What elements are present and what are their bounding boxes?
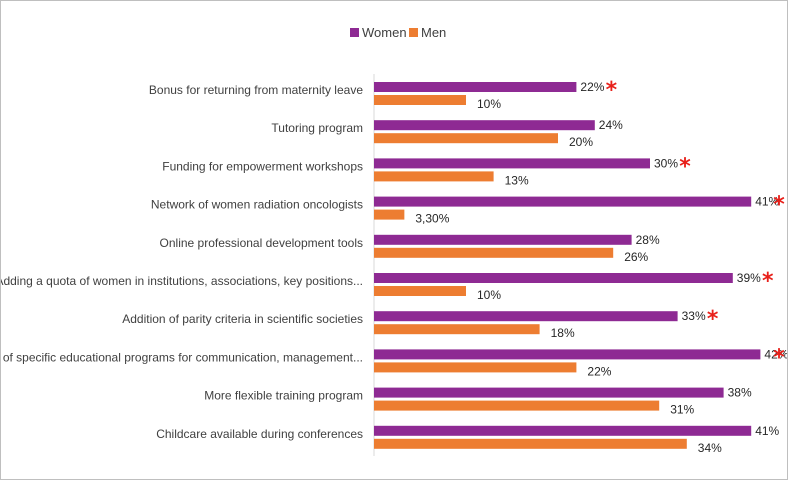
value-label-men: 10% — [477, 288, 501, 302]
value-label-men: 31% — [670, 403, 694, 417]
bar-men — [374, 286, 466, 296]
value-label-women: 42% — [764, 347, 787, 361]
value-label-men: 34% — [698, 441, 722, 455]
bar-women — [374, 425, 752, 436]
category-label: Addition of parity criteria in scientifi… — [122, 312, 363, 326]
legend-men-label: Men — [421, 25, 446, 40]
value-label-women: 41% — [755, 424, 779, 438]
bar-women — [374, 349, 761, 360]
category-label: Funding for empowerment workshops — [162, 159, 363, 173]
bar-women — [374, 311, 678, 322]
category-label: Adding a quota of women in institutions,… — [1, 274, 363, 288]
bar-women — [374, 387, 724, 398]
value-label-men: 13% — [505, 173, 529, 187]
value-label-men: 26% — [624, 250, 648, 264]
category-label: Tutoring program — [271, 121, 363, 135]
bar-men — [374, 171, 494, 182]
bar-men — [374, 209, 405, 220]
bar-women — [374, 120, 595, 131]
bar-men — [374, 400, 660, 411]
bar-men — [374, 247, 614, 258]
bar-men — [374, 133, 558, 144]
value-label-women: 30% — [654, 156, 678, 170]
category-label: Network of women radiation oncologists — [151, 198, 363, 212]
significance-marker: * — [679, 154, 691, 179]
bar-women — [374, 273, 733, 283]
legend-women-label: Women — [362, 25, 407, 40]
value-label-men: 20% — [569, 135, 593, 149]
bar-men — [374, 95, 466, 105]
bar-women — [374, 234, 632, 245]
legend: Women Men — [350, 25, 446, 40]
value-label-women: 33% — [682, 309, 706, 323]
category-label: More flexible training program — [204, 389, 363, 403]
value-label-men: 3,30% — [415, 212, 449, 226]
bar-women — [374, 82, 577, 92]
value-label-women: 41% — [755, 195, 779, 209]
legend-women-swatch — [350, 28, 359, 37]
category-label: Creation of specific educational program… — [1, 350, 363, 364]
category-label: Bonus for returning from maternity leave — [149, 83, 363, 97]
significance-marker: * — [762, 269, 774, 294]
significance-marker: * — [773, 193, 785, 218]
value-label-men: 10% — [477, 97, 501, 111]
value-label-men: 22% — [587, 364, 611, 378]
value-label-women: 39% — [737, 271, 761, 285]
bar-women — [374, 196, 752, 207]
legend-men-swatch — [409, 28, 418, 37]
significance-marker: * — [707, 307, 719, 332]
significance-marker: * — [773, 345, 785, 370]
value-label-women: 38% — [728, 386, 752, 400]
value-label-women: 24% — [599, 118, 623, 132]
bar-men — [374, 438, 687, 449]
value-label-women: 28% — [636, 233, 660, 247]
significance-marker: * — [606, 78, 618, 103]
value-label-men: 18% — [551, 326, 575, 340]
bar-men — [374, 324, 540, 335]
category-label: Childcare available during conferences — [156, 427, 363, 441]
bar-men — [374, 362, 577, 373]
category-label: Online professional development tools — [160, 236, 363, 250]
value-label-women: 22% — [580, 80, 604, 94]
bar-women — [374, 158, 650, 169]
